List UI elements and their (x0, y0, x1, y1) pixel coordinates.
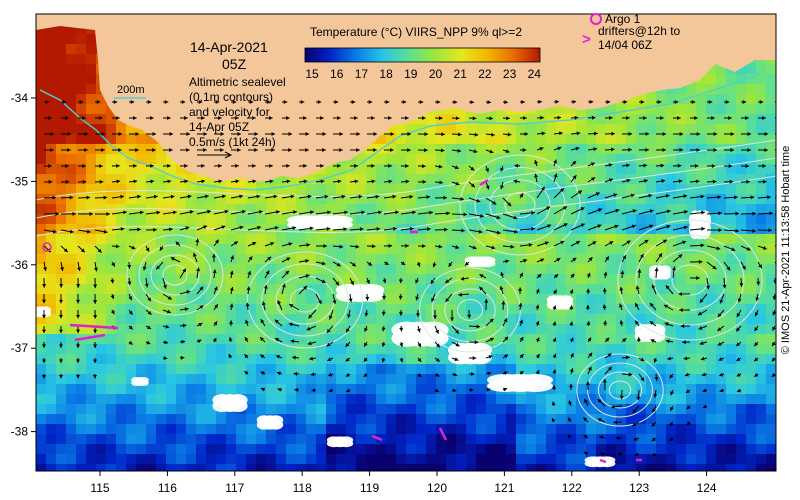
credit-text: © IMOS 21-Apr-2021 11:13:58 Hobart time (780, 145, 792, 355)
x-tick-label: 118 (293, 481, 312, 495)
x-tick-label: 120 (427, 481, 447, 495)
description-line: 0.5m/s (1kt 24h) (189, 135, 276, 149)
colorbar-tick-label: 17 (355, 67, 369, 81)
colorbar-tick-label: 24 (528, 67, 542, 81)
colorbar-title: Temperature (°C) VIIRS_NPP 9% ql>=2 (310, 25, 522, 39)
map-time: 05Z (222, 56, 247, 72)
x-axis-ticks: 115 116 117 118 119 120 121 122 123 124 (90, 471, 717, 495)
x-tick-label: 123 (629, 481, 649, 495)
x-tick-label: 124 (697, 481, 717, 495)
colorbar (304, 47, 541, 63)
y-tick-label: -37 (11, 341, 29, 355)
description-block: Altimetric sealevel (0.1m contours) and … (189, 75, 286, 149)
plot-frame (35, 13, 777, 472)
x-tick-label: 115 (90, 481, 109, 495)
map-date: 14-Apr-2021 (190, 39, 268, 55)
y-tick-label: -35 (11, 174, 29, 188)
colorbar-tick-label: 19 (404, 67, 418, 81)
colorbar-tick-label: 16 (330, 67, 344, 81)
colorbar-tick-labels: 15 16 17 18 19 20 21 22 23 24 (305, 67, 541, 81)
x-tick-label: 122 (562, 481, 582, 495)
isobath-label: 200m (117, 84, 145, 96)
y-tick-label: -38 (11, 425, 29, 439)
colorbar-tick-label: 23 (503, 67, 517, 81)
y-tick-label: -36 (11, 258, 29, 272)
colorbar-tick-label: 15 (305, 67, 319, 81)
land-mass (36, 14, 776, 182)
argo-marker-icon (590, 13, 602, 25)
description-line: Altimetric sealevel (189, 75, 286, 89)
x-tick-label: 121 (494, 481, 514, 495)
cloud-mask (36, 210, 711, 468)
description-line: (0.1m contours) (189, 90, 273, 104)
drifter-marker-icon: > (582, 31, 591, 48)
colorbar-tick-label: 20 (429, 67, 443, 81)
drifter-date-label: 14/04 06Z (598, 38, 652, 52)
sealevel-contours (36, 139, 776, 427)
velocity-arrows (42, 99, 776, 457)
y-tick-label: -34 (11, 91, 29, 105)
scale-arrow (197, 151, 233, 159)
colorbar-tick-label: 22 (478, 67, 492, 81)
x-tick-label: 119 (360, 481, 379, 495)
description-line: 14-Apr 05Z (189, 120, 249, 134)
drifter-label: drifters@12h to (598, 24, 681, 38)
argo-label: Argo 1 (605, 12, 641, 26)
y-axis-ticks: -34 -35 -36 -37 -38 (11, 91, 36, 439)
isobath-200m-line (39, 73, 761, 191)
x-tick-label: 116 (158, 481, 177, 495)
x-tick-label: 117 (225, 481, 244, 495)
drifter-tracks (42, 178, 642, 464)
colorbar-tick-label: 18 (379, 67, 393, 81)
description-line: and velocity for (189, 105, 270, 119)
colorbar-tick-label: 21 (454, 67, 468, 81)
